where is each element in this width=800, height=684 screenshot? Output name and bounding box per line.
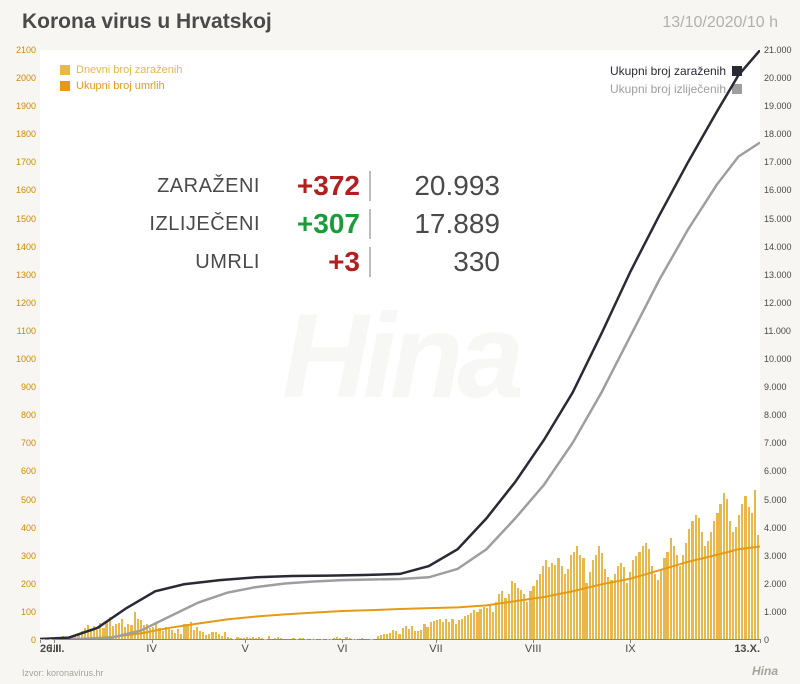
y-left-tick-label: 1700 bbox=[8, 157, 36, 167]
x-tick-label: VII bbox=[429, 643, 442, 655]
y-left-tick-label: 800 bbox=[8, 410, 36, 420]
y-left-tick-label: 1000 bbox=[8, 354, 36, 364]
y-right-tick-label: 21.000 bbox=[764, 45, 800, 55]
y-right-tick-label: 12.000 bbox=[764, 298, 800, 308]
stats-separator bbox=[369, 171, 371, 201]
stats-row: IZLIJEČENI+307 17.889 bbox=[130, 208, 500, 240]
stats-row: UMRLI+3 330 bbox=[130, 246, 500, 278]
chart-container: Korona virus u Hrvatskoj 13/10/2020/10 h… bbox=[0, 0, 800, 684]
y-right-tick-label: 13.000 bbox=[764, 270, 800, 280]
y-left-tick-label: 300 bbox=[8, 551, 36, 561]
y-left-tick-label: 1400 bbox=[8, 242, 36, 252]
x-tick-label: VIII bbox=[525, 643, 542, 655]
line-layer bbox=[40, 50, 760, 639]
y-left-tick-label: 600 bbox=[8, 466, 36, 476]
x-tick bbox=[152, 639, 153, 643]
x-tick-label: VI bbox=[337, 643, 347, 655]
y-left-tick-label: 200 bbox=[8, 579, 36, 589]
x-tick bbox=[760, 639, 761, 643]
stats-panel: ZARAŽENI+372 20.993 IZLIJEČENI+307 17.889 UM… bbox=[130, 170, 500, 284]
y-right-tick-label: 19.000 bbox=[764, 101, 800, 111]
deaths-line bbox=[40, 546, 760, 639]
stats-label: IZLIJEČENI bbox=[130, 213, 270, 236]
y-left-tick-label: 2000 bbox=[8, 73, 36, 83]
y-right-tick-label: 18.000 bbox=[764, 129, 800, 139]
y-right-tick-label: 2.000 bbox=[764, 579, 800, 589]
x-tick bbox=[54, 639, 55, 643]
x-tick-label: 13.X. bbox=[734, 643, 760, 655]
stats-delta: +372 bbox=[270, 170, 360, 202]
y-right-tick-label: 8.000 bbox=[764, 410, 800, 420]
y-right-tick-label: 5.000 bbox=[764, 495, 800, 505]
chart-date: 13/10/2020/10 h bbox=[662, 14, 778, 32]
stats-label: ZARAŽENI bbox=[130, 175, 270, 198]
y-left-tick-label: 1500 bbox=[8, 214, 36, 224]
y-left-tick-label: 2100 bbox=[8, 45, 36, 55]
y-right-tick-label: 3.000 bbox=[764, 551, 800, 561]
x-tick bbox=[342, 639, 343, 643]
y-left-tick-label: 700 bbox=[8, 438, 36, 448]
y-left-tick-label: 1100 bbox=[8, 326, 36, 336]
x-tick bbox=[630, 639, 631, 643]
x-tick bbox=[533, 639, 534, 643]
y-right-tick-label: 15.000 bbox=[764, 214, 800, 224]
y-right-tick-label: 17.000 bbox=[764, 157, 800, 167]
y-left-tick-label: 1600 bbox=[8, 185, 36, 195]
y-left-tick-label: 500 bbox=[8, 495, 36, 505]
x-tick-label: V bbox=[242, 643, 249, 655]
y-left-tick-label: 0 bbox=[8, 635, 36, 645]
y-left-tick-label: 1200 bbox=[8, 298, 36, 308]
y-right-tick-label: 0 bbox=[764, 635, 800, 645]
stats-total: 330 bbox=[380, 246, 500, 278]
infected-line bbox=[40, 50, 760, 639]
y-left-tick-label: 100 bbox=[8, 607, 36, 617]
plot-area: Hina Dnevni broj zaraženihUkupni broj um… bbox=[40, 50, 760, 640]
y-left-tick-label: 900 bbox=[8, 382, 36, 392]
x-tick-label: IX bbox=[625, 643, 635, 655]
x-tick bbox=[40, 639, 41, 643]
y-right-tick-label: 14.000 bbox=[764, 242, 800, 252]
stats-total: 17.889 bbox=[380, 208, 500, 240]
x-tick-label: III bbox=[50, 643, 59, 655]
agency-text: Hina bbox=[752, 664, 778, 678]
x-tick-label: IV bbox=[146, 643, 156, 655]
y-left-tick-label: 1300 bbox=[8, 270, 36, 280]
y-right-tick-label: 9.000 bbox=[764, 382, 800, 392]
y-right-tick-label: 16.000 bbox=[764, 185, 800, 195]
chart-title: Korona virus u Hrvatskoj bbox=[22, 10, 272, 34]
y-right-tick-label: 10.000 bbox=[764, 354, 800, 364]
stats-delta: +307 bbox=[270, 208, 360, 240]
y-right-tick-label: 11.000 bbox=[764, 326, 800, 336]
stats-total: 20.993 bbox=[380, 170, 500, 202]
y-left-tick-label: 1800 bbox=[8, 129, 36, 139]
x-tick bbox=[436, 639, 437, 643]
stats-label: UMRLI bbox=[130, 251, 270, 274]
stats-separator bbox=[369, 247, 371, 277]
y-left-tick-label: 1900 bbox=[8, 101, 36, 111]
y-right-tick-label: 7.000 bbox=[764, 438, 800, 448]
y-right-tick-label: 1.000 bbox=[764, 607, 800, 617]
x-tick bbox=[245, 639, 246, 643]
y-left-tick-label: 400 bbox=[8, 523, 36, 533]
stats-delta: +3 bbox=[270, 246, 360, 278]
y-right-tick-label: 20.000 bbox=[764, 73, 800, 83]
source-text: Izvor: koronavirus.hr bbox=[22, 668, 104, 678]
stats-row: ZARAŽENI+372 20.993 bbox=[130, 170, 500, 202]
stats-separator bbox=[369, 209, 371, 239]
y-right-tick-label: 6.000 bbox=[764, 466, 800, 476]
y-right-tick-label: 4.000 bbox=[764, 523, 800, 533]
